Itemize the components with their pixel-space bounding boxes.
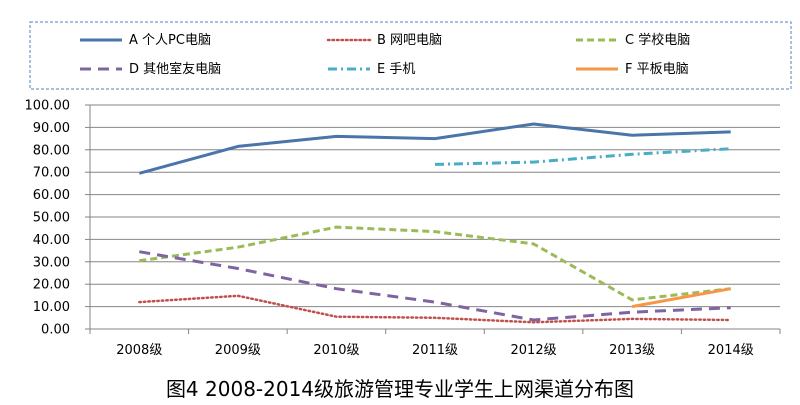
x-tick-label: 2008级 bbox=[116, 343, 162, 358]
series-line-E-手机 bbox=[434, 147, 731, 166]
series-line-F-平板电脑 bbox=[631, 287, 731, 309]
gridlines bbox=[85, 104, 780, 330]
y-axis-ticks: 0.00 10.00 20.00 30.00 40.00 50.00 60.00 70.00 8… bbox=[25, 99, 71, 338]
x-tick-label: 2010级 bbox=[313, 343, 359, 358]
legend-label-B-网吧电脑: B 网吧电脑 bbox=[377, 33, 442, 48]
x-tick-label: 2012级 bbox=[511, 343, 557, 358]
x-tick-label: 2013级 bbox=[609, 343, 655, 358]
series-group bbox=[138, 122, 732, 324]
y-tick-label: 100.00 bbox=[25, 99, 71, 114]
y-tick-label: 50.00 bbox=[33, 211, 70, 226]
legend-box bbox=[29, 21, 792, 90]
series-line-A-个人PC电脑 bbox=[138, 122, 731, 175]
legend-label-A-个人PC电脑: A 个人PC电脑 bbox=[129, 33, 211, 48]
y-tick-label: 0.00 bbox=[41, 323, 70, 338]
y-tick-label: 30.00 bbox=[33, 255, 70, 270]
chart-title: 图4 2008-2014级旅游管理专业学生上网渠道分布图 bbox=[166, 377, 634, 401]
x-tick-label: 2014级 bbox=[708, 343, 754, 358]
y-tick-label: 40.00 bbox=[33, 233, 70, 248]
y-tick-label: 20.00 bbox=[33, 278, 70, 293]
legend: A 个人PC电脑 B 网吧电脑 C 学校电脑 D 其他室友电脑 E 手机 F 平板电脑 bbox=[80, 32, 690, 77]
x-axis-ticks: 2008级 2009级 2010级 2011级 2012级 2013级 2014级 bbox=[89, 329, 781, 358]
x-tick-label: 2009级 bbox=[215, 343, 261, 358]
y-tick-label: 70.00 bbox=[33, 166, 70, 181]
y-tick-label: 80.00 bbox=[33, 143, 70, 158]
y-tick-label: 90.00 bbox=[33, 121, 70, 136]
y-tick-label: 60.00 bbox=[33, 188, 70, 203]
y-tick-label: 10.00 bbox=[33, 300, 70, 315]
series-line-C-学校电脑 bbox=[139, 225, 731, 302]
legend-label-C-学校电脑: C 学校电脑 bbox=[625, 32, 690, 48]
series-line-D-其他室友电脑 bbox=[139, 250, 731, 322]
legend-label-F-平板电脑: F 平板电脑 bbox=[625, 62, 689, 77]
series-line-B-网吧电脑 bbox=[138, 294, 732, 324]
legend-label-E-手机: E 手机 bbox=[377, 62, 415, 77]
x-tick-label: 2011级 bbox=[412, 343, 458, 358]
legend-label-D-其他室友电脑: D 其他室友电脑 bbox=[129, 61, 221, 77]
